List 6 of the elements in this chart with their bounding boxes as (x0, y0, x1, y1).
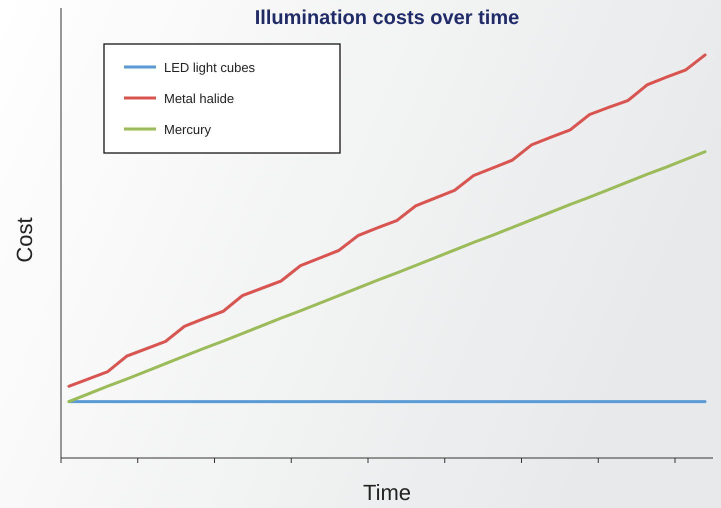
chart-title: Illumination costs over time (254, 7, 520, 29)
legend-label: Mercury (164, 122, 212, 137)
y-axis-title: Cost (12, 217, 37, 263)
legend-label: LED light cubes (164, 60, 256, 75)
x-axis-title: Time (362, 480, 412, 505)
legend-label: Metal halide (164, 91, 234, 106)
